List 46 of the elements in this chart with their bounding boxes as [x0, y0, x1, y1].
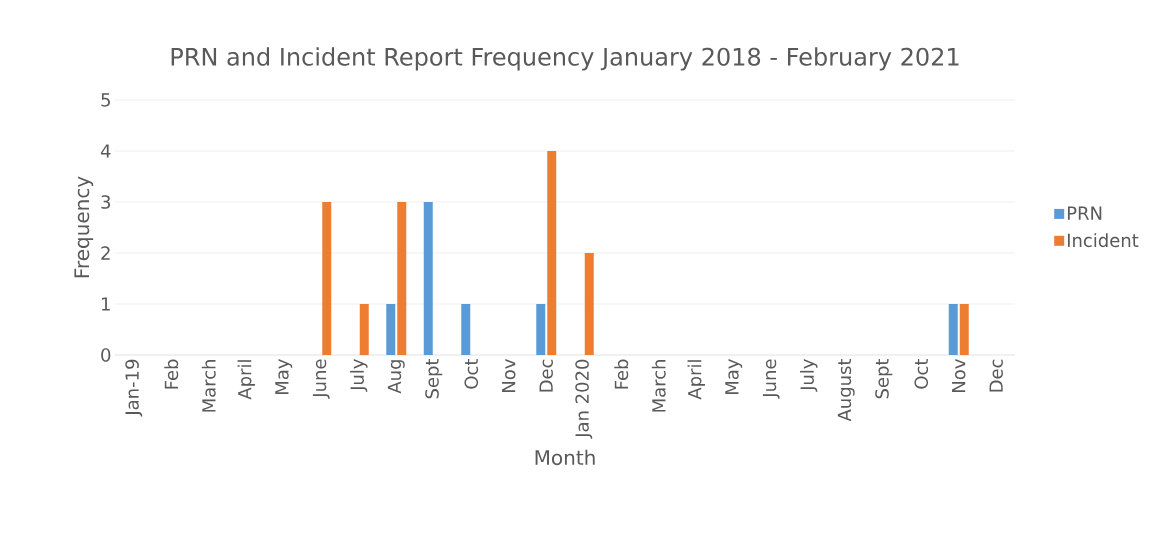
y-tick-label: 1: [102, 297, 110, 311]
x-tick-label: April: [237, 360, 255, 400]
x-tick-label: May: [275, 359, 293, 394]
x-tick-label: Dec: [539, 359, 553, 392]
x-tick-label: March: [651, 360, 666, 412]
x-tick-label: Jan 2020: [575, 359, 593, 439]
bar: [386, 303, 396, 355]
x-tick-label: April: [687, 360, 705, 400]
bar: [322, 201, 332, 355]
x-tick-label: Oct: [464, 358, 479, 389]
x-tick-label: Nov: [952, 359, 966, 392]
legend-label: PRN: [1067, 206, 1102, 220]
x-tick-label: July: [800, 359, 818, 392]
x-tick-label: Aug: [387, 360, 405, 394]
bar: [948, 303, 958, 355]
y-axis-title: Frequency: [74, 176, 94, 278]
x-tick-label: Dec: [989, 359, 1003, 392]
legend-label: Incident: [1067, 233, 1139, 248]
chart-title: PRN and Incident Report Frequency January 2018 - February 2021: [171, 47, 959, 71]
y-tick-label: 3: [101, 195, 111, 209]
bar: [536, 303, 546, 355]
x-tick-label: Feb: [164, 359, 179, 389]
x-tick-label: June: [312, 359, 330, 399]
x-tick-label: Feb: [614, 359, 629, 389]
bar: [959, 303, 969, 355]
x-tick-label: June: [762, 359, 780, 399]
y-tick-label: 4: [100, 144, 111, 158]
x-tick-label: Jan-19: [125, 359, 143, 417]
bar: [397, 201, 407, 355]
x-tick-label: Sept: [425, 358, 443, 399]
bar: [359, 303, 369, 355]
bar: [584, 252, 594, 355]
y-tick-label: 0: [101, 348, 111, 362]
x-tick-label: Nov: [502, 359, 516, 392]
x-tick-label: March: [201, 360, 216, 412]
bar: [461, 303, 471, 355]
bar: [423, 201, 433, 355]
x-tick-label: Sept: [875, 358, 893, 399]
y-tick-label: 5: [101, 93, 110, 107]
x-tick-label: August: [837, 358, 855, 422]
x-axis-title: Month: [535, 449, 595, 466]
x-tick-label: July: [350, 359, 368, 392]
bar: [547, 150, 557, 355]
x-tick-label: May: [725, 359, 743, 394]
y-tick-label: 2: [101, 246, 110, 260]
x-tick-label: Oct: [914, 358, 929, 389]
